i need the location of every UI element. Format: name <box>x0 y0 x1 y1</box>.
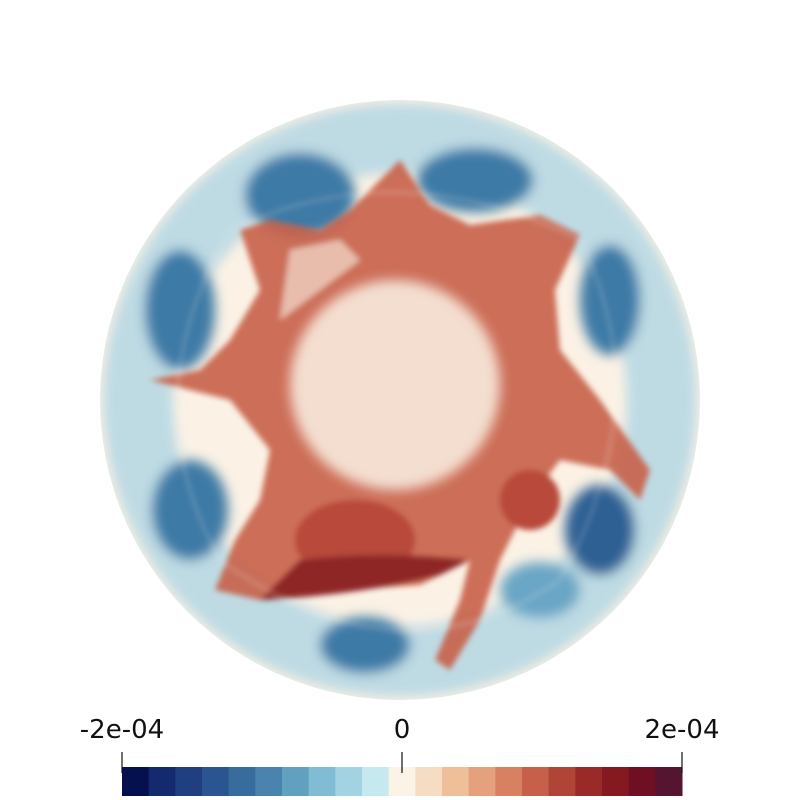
colorbar-swatch <box>522 767 550 796</box>
colorbar-swatch <box>335 767 363 796</box>
quiet-core <box>290 280 500 490</box>
colorbar-swatch <box>468 767 496 796</box>
colorbar-swatch <box>282 767 310 796</box>
colorbar-tick-label: -2e-04 <box>80 715 164 745</box>
colorbar-swatch <box>255 767 283 796</box>
colorbar-swatch <box>548 767 576 796</box>
colorbar-tick-label: 0 <box>394 715 411 745</box>
negative-regions <box>103 103 697 697</box>
colorbar-swatch <box>308 767 336 796</box>
colorbar-swatch <box>628 767 656 796</box>
colorbar-swatch <box>362 767 390 796</box>
colorbar-tick-label: 2e-04 <box>644 715 719 745</box>
colorbar-swatch <box>602 767 630 796</box>
field-plot <box>100 100 700 700</box>
colorbar: -2e-04 0 2e-04 <box>80 715 720 796</box>
colorbar-swatch <box>175 767 203 796</box>
colorbar-swatch <box>228 767 256 796</box>
colorbar-swatch <box>122 767 150 796</box>
colorbar-swatch <box>442 767 470 796</box>
colorbar-swatch <box>202 767 230 796</box>
colorbar-swatch <box>148 767 176 796</box>
colorbar-swatch <box>575 767 603 796</box>
colorbar-swatch <box>655 767 683 796</box>
colorbar-swatch <box>415 767 443 796</box>
colorbar-swatch <box>495 767 523 796</box>
